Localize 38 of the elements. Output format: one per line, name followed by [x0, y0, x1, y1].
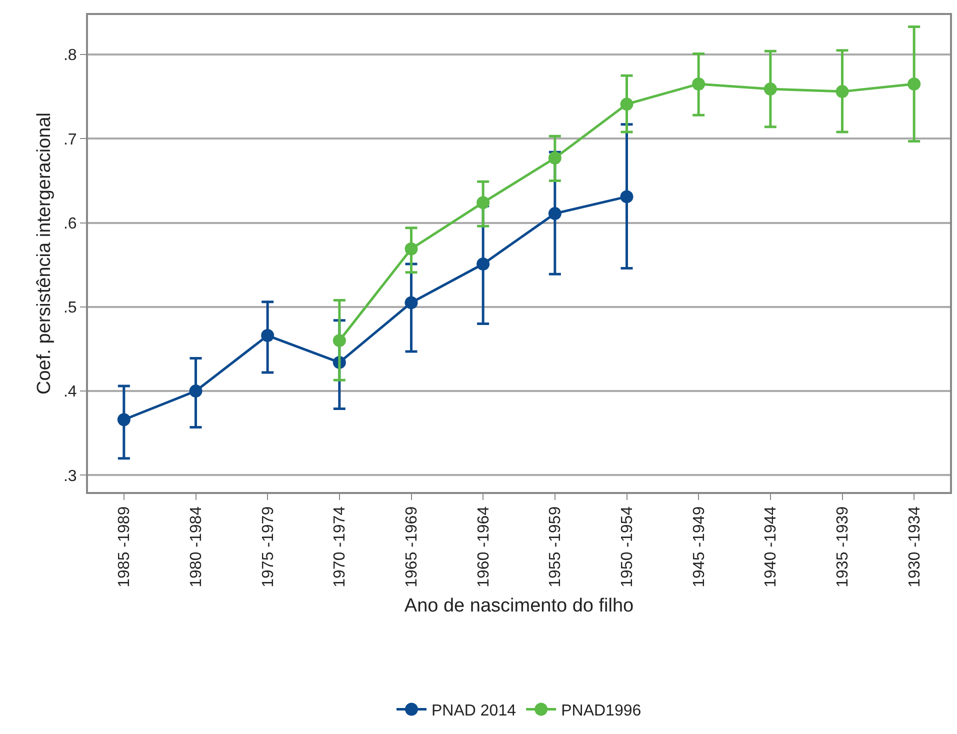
legend-label: PNAD 2014: [432, 702, 516, 720]
point: [908, 77, 921, 90]
x-tick-label: 1960 -1964: [475, 506, 492, 588]
legend-label: PNAD1996: [561, 702, 642, 720]
y-tick-label: .4: [63, 384, 77, 401]
y-tick-label: .7: [63, 131, 77, 148]
x-tick-label: 1980 -1984: [188, 506, 205, 588]
point: [189, 384, 202, 398]
y-tick-label: .8: [63, 47, 77, 64]
point: [548, 152, 562, 165]
point: [620, 190, 634, 204]
y-tick-label: .5: [63, 300, 77, 317]
x-tick-label: 1970 -1974: [332, 506, 349, 588]
point: [117, 413, 130, 426]
point: [476, 258, 490, 271]
point: [620, 98, 634, 111]
x-tick-label: 1945 -1949: [690, 506, 708, 588]
point: [692, 77, 706, 90]
point: [764, 82, 777, 96]
point: [404, 242, 418, 256]
point: [548, 207, 562, 220]
x-tick-label: 1930 -1934: [906, 506, 924, 588]
point: [476, 196, 490, 210]
point: [836, 85, 849, 98]
point: [404, 296, 418, 310]
y-tick-label: .6: [63, 215, 77, 232]
point: [332, 334, 346, 348]
x-tick-label: 1975 -1979: [260, 506, 277, 588]
point: [261, 329, 274, 342]
x-tick-label: 1940 -1944: [762, 506, 780, 588]
x-tick-label: 1965 -1969: [403, 506, 420, 588]
x-tick-label: 1985 -1989: [116, 506, 134, 588]
y-axis-title: Coef. persistência intergeracional: [34, 112, 55, 394]
x-tick-label: 1935 -1939: [834, 506, 852, 588]
x-tick-label: 1955 -1959: [547, 506, 564, 588]
x-axis-title: Ano de nascimento do filho: [404, 596, 634, 617]
x-tick-label: 1950 -1954: [618, 506, 636, 588]
y-tick-label: .3: [63, 468, 77, 485]
